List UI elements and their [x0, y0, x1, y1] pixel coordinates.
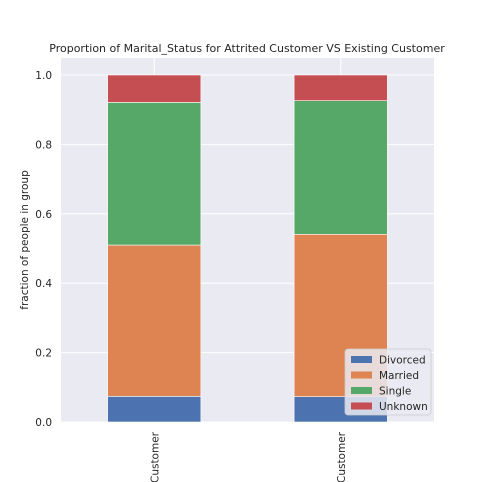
- y-tick-label: 0.2: [35, 348, 52, 360]
- y-tick-label: 0.8: [35, 139, 52, 151]
- chart-title: Proportion of Marital_Status for Attrite…: [49, 42, 445, 55]
- x-axis-ticks: Customer Customer: [149, 431, 348, 482]
- legend-swatch-unknown: [351, 402, 372, 410]
- y-axis-label: fraction of people in group: [19, 170, 31, 310]
- y-tick-label: 0.0: [35, 417, 52, 429]
- legend-label-unknown: Unknown: [379, 401, 428, 413]
- legend-label-single: Single: [379, 386, 411, 398]
- bar-segment-unknown: [107, 74, 202, 103]
- bar-segment-single: [107, 102, 202, 246]
- bar-segment-single: [293, 100, 388, 235]
- y-tick-label: 1.0: [35, 70, 52, 82]
- bar-segment-divorced: [107, 396, 202, 423]
- y-tick-label: 0.6: [35, 209, 52, 221]
- bars: [107, 74, 388, 423]
- legend-swatch-divorced: [351, 356, 372, 363]
- x-tick-label: Customer: [336, 431, 348, 482]
- legend-swatch-single: [351, 387, 372, 394]
- bar-segment-unknown: [293, 74, 388, 101]
- y-axis-ticks: 0.0 0.2 0.4 0.6 0.8 1.0: [35, 70, 52, 429]
- legend-label-divorced: Divorced: [379, 355, 426, 367]
- legend-label-married: Married: [379, 370, 419, 382]
- bar-segment-married: [107, 244, 202, 397]
- y-tick-label: 0.4: [35, 278, 52, 290]
- legend-box: [344, 348, 432, 416]
- legend: Divorced Married Single Unknown: [344, 348, 432, 416]
- x-tick-label: Customer: [149, 431, 161, 482]
- legend-swatch-married: [351, 371, 372, 379]
